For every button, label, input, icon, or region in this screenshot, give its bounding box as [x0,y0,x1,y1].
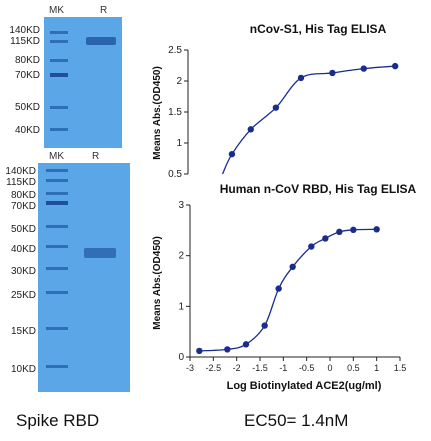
x-tick-label: 1.5 [394,363,407,373]
marker-label: 115KD [10,36,40,47]
data-point [336,228,343,236]
data-point [289,263,296,271]
x-tick-label: -1.5 [252,363,268,373]
data-point [297,74,305,82]
marker-label: 10KD [10,364,36,375]
marker-label: 140KD [9,25,40,36]
y-tick-label: 1.5 [168,107,182,118]
top-gel-lane-r-label: R [100,5,108,16]
marker-label: 80KD [10,190,36,201]
marker-label: 40KD [10,244,36,255]
data-point [261,322,268,329]
y-tick-label: 1 [176,138,182,149]
y-tick-label: 2 [176,76,182,87]
marker-band [46,267,68,270]
caption-ec50: EC50= 1.4nM [244,411,349,430]
marker-band [50,106,68,109]
data-point [224,346,231,353]
data-point [322,235,329,242]
marker-label: 80KD [14,55,40,66]
marker-band [46,291,68,294]
caption-spike-rbd: Spike RBD [16,411,100,430]
marker-band [46,179,68,182]
x-tick-label: -0.5 [299,363,315,373]
fit-curve [199,228,377,352]
x-tick-label: 0.5 [347,363,360,373]
data-point [360,65,367,72]
data-point [350,226,357,234]
marker-band [46,365,68,368]
y-tick-label: 3 [178,200,184,211]
data-point [391,62,399,70]
chart-ncov-s1-overlap-mask [150,174,431,188]
data-point [308,243,315,250]
chart-human-rbd-title: Human n-CoV RBD, His Tag ELISA [220,182,417,196]
sample-band [84,248,116,258]
data-point [329,69,336,77]
chart-human-rbd-ylabel: Means Abs.(OD450) [152,236,163,330]
marker-band [50,40,68,43]
chart-ncov-s1: nCov-S1, His Tag ELISA Means Abs.(OD450)… [150,22,431,188]
data-point [242,341,250,348]
x-tick-label: 1 [374,363,379,373]
top-gel-image [44,17,122,148]
chart-ncov-s1-title: nCov-S1, His Tag ELISA [250,22,387,36]
marker-band [50,73,68,77]
data-point [373,226,380,233]
x-tick-label: 0 [327,363,332,373]
y-tick-label: 0.5 [168,169,182,180]
marker-band [46,169,68,172]
marker-label: 115KD [6,177,36,188]
chart-human-rbd: Human n-CoV RBD, His Tag ELISA Means Abs… [152,182,417,392]
bottom-gel-image [38,163,130,392]
x-tick-label: -2.5 [206,363,222,373]
y-tick-label: 2 [178,251,184,262]
marker-band [50,31,68,34]
data-point [196,347,203,355]
chart-human-rbd-xlabel: Log Biotinylated ACE2(ug/ml) [227,380,382,392]
marker-label: 140KD [5,166,36,177]
marker-label: 40KD [14,125,40,136]
top-gel-lane-mk-label: MK [49,5,64,16]
data-point [247,126,254,133]
data-point [272,104,280,111]
sample-band [86,37,116,45]
marker-label: 15KD [10,326,36,337]
y-tick-label: 0 [178,352,184,363]
bottom-gel-lane-r-label: R [92,151,100,162]
x-tick-label: -3 [186,363,194,373]
data-point [228,150,236,158]
y-tick-label: 1 [178,301,184,312]
marker-band [50,59,68,62]
x-tick-label: -2 [233,363,241,373]
marker-band [46,201,68,205]
fit-curve [221,65,396,175]
y-tick-label: 2.5 [168,45,182,56]
marker-band [46,245,68,248]
marker-band [46,225,68,228]
marker-label: 70KD [14,70,40,81]
marker-band [46,192,68,195]
marker-label: 25KD [10,290,36,301]
marker-band [50,128,68,131]
bottom-gel-lane-mk-label: MK [49,151,64,162]
x-tick-label: -1 [279,363,287,373]
marker-label: 50KD [10,224,36,235]
marker-band [46,327,68,330]
marker-label: 70KD [10,201,36,212]
marker-label: 30KD [10,266,36,277]
chart-ncov-s1-ylabel: Means Abs.(OD450) [152,66,163,160]
data-point [275,285,282,292]
marker-label: 50KD [14,102,40,113]
